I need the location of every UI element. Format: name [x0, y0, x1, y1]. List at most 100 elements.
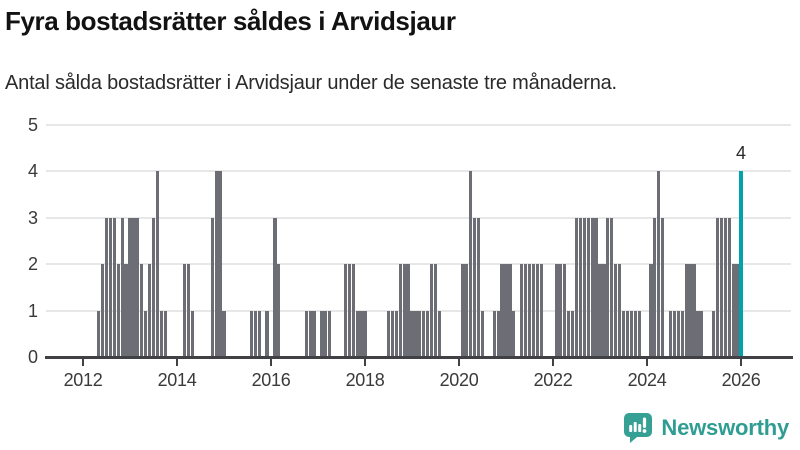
newsworthy-logo-text: Newsworthy: [661, 415, 789, 440]
bar: [496, 310, 500, 357]
bar: [574, 217, 579, 357]
bar: [735, 264, 739, 357]
bar: [426, 310, 430, 357]
bar: [218, 171, 222, 357]
bar: [159, 310, 163, 357]
y-axis-label: 2: [27, 254, 38, 275]
x-axis-tick: [364, 359, 366, 366]
bar: [606, 217, 610, 357]
bar: [112, 217, 116, 357]
bar: [586, 217, 590, 357]
highlight-value-label: 4: [735, 143, 746, 164]
gridline: [46, 170, 791, 173]
bar: [520, 264, 524, 357]
x-axis-tick: [552, 359, 554, 366]
bar: [684, 264, 688, 357]
bar: [465, 264, 469, 357]
bar: [343, 264, 347, 357]
bar: [163, 310, 167, 357]
bar: [253, 310, 257, 357]
bar: [527, 264, 532, 357]
bar: [97, 310, 101, 357]
bar: [108, 217, 112, 357]
bar: [222, 310, 226, 357]
x-axis-line: [45, 356, 793, 359]
bar: [578, 217, 582, 357]
bar: [363, 310, 367, 357]
bar: [657, 171, 661, 357]
bar: [308, 310, 312, 357]
bar: [422, 310, 426, 357]
x-axis-label: 2026: [721, 370, 761, 390]
bar: [649, 264, 653, 357]
bar: [555, 264, 559, 357]
bar: [183, 264, 187, 357]
bar: [351, 264, 355, 357]
bar: [559, 264, 563, 357]
bar: [210, 217, 214, 357]
bar: [214, 171, 218, 357]
x-axis-label: 2012: [63, 370, 103, 390]
bar: [191, 310, 195, 357]
x-axis-tick: [646, 359, 648, 366]
bar: [594, 217, 598, 357]
bar: [539, 264, 543, 357]
x-axis-tick: [740, 359, 742, 366]
highlight-bar: [739, 171, 743, 357]
bar: [249, 310, 253, 357]
bar: [711, 310, 716, 357]
bar: [570, 310, 575, 357]
bar: [719, 217, 723, 357]
bar: [692, 264, 696, 357]
bar: [132, 217, 136, 357]
x-axis-tick: [176, 359, 178, 366]
bar: [136, 217, 140, 357]
bar: [355, 310, 359, 357]
bar: [653, 217, 657, 357]
bar: [324, 310, 328, 357]
bar: [563, 264, 567, 357]
bar: [386, 310, 391, 357]
bar: [512, 310, 516, 357]
y-axis-label: 4: [27, 161, 38, 182]
bar: [473, 217, 477, 357]
y-axis-label: 5: [27, 115, 38, 135]
bar: [500, 264, 504, 357]
bar: [598, 264, 602, 357]
bar: [621, 310, 626, 357]
bar: [637, 310, 641, 357]
chart-subtitle: Antal sålda bostadsrätter i Arvidsjaur u…: [5, 72, 617, 94]
y-axis-label: 3: [27, 207, 38, 228]
bar: [672, 310, 676, 357]
bar: [359, 310, 363, 357]
bar: [523, 264, 528, 357]
bar: [625, 310, 629, 357]
bar: [661, 217, 665, 357]
gridline: [46, 263, 791, 266]
x-axis-tick: [270, 359, 272, 366]
x-axis-label: 2014: [157, 370, 197, 390]
bar: [668, 310, 673, 357]
gridline: [46, 216, 791, 219]
bar: [320, 310, 324, 357]
bar: [124, 264, 128, 357]
bar: [602, 264, 606, 357]
bar: [731, 264, 735, 357]
bar: [104, 217, 109, 357]
newsworthy-logo: Newsworthy: [624, 413, 789, 443]
bar: [265, 310, 269, 357]
bar: [347, 264, 351, 357]
bar: [508, 264, 512, 357]
gridline: [46, 124, 791, 126]
x-axis-label: 2020: [439, 370, 479, 390]
bar: [688, 264, 692, 357]
bar: [147, 264, 152, 357]
bar: [433, 264, 438, 357]
x-axis-tick: [458, 359, 460, 366]
bar: [437, 310, 441, 357]
bar: [273, 217, 277, 357]
x-axis-label: 2018: [345, 370, 385, 390]
bar: [398, 264, 402, 357]
